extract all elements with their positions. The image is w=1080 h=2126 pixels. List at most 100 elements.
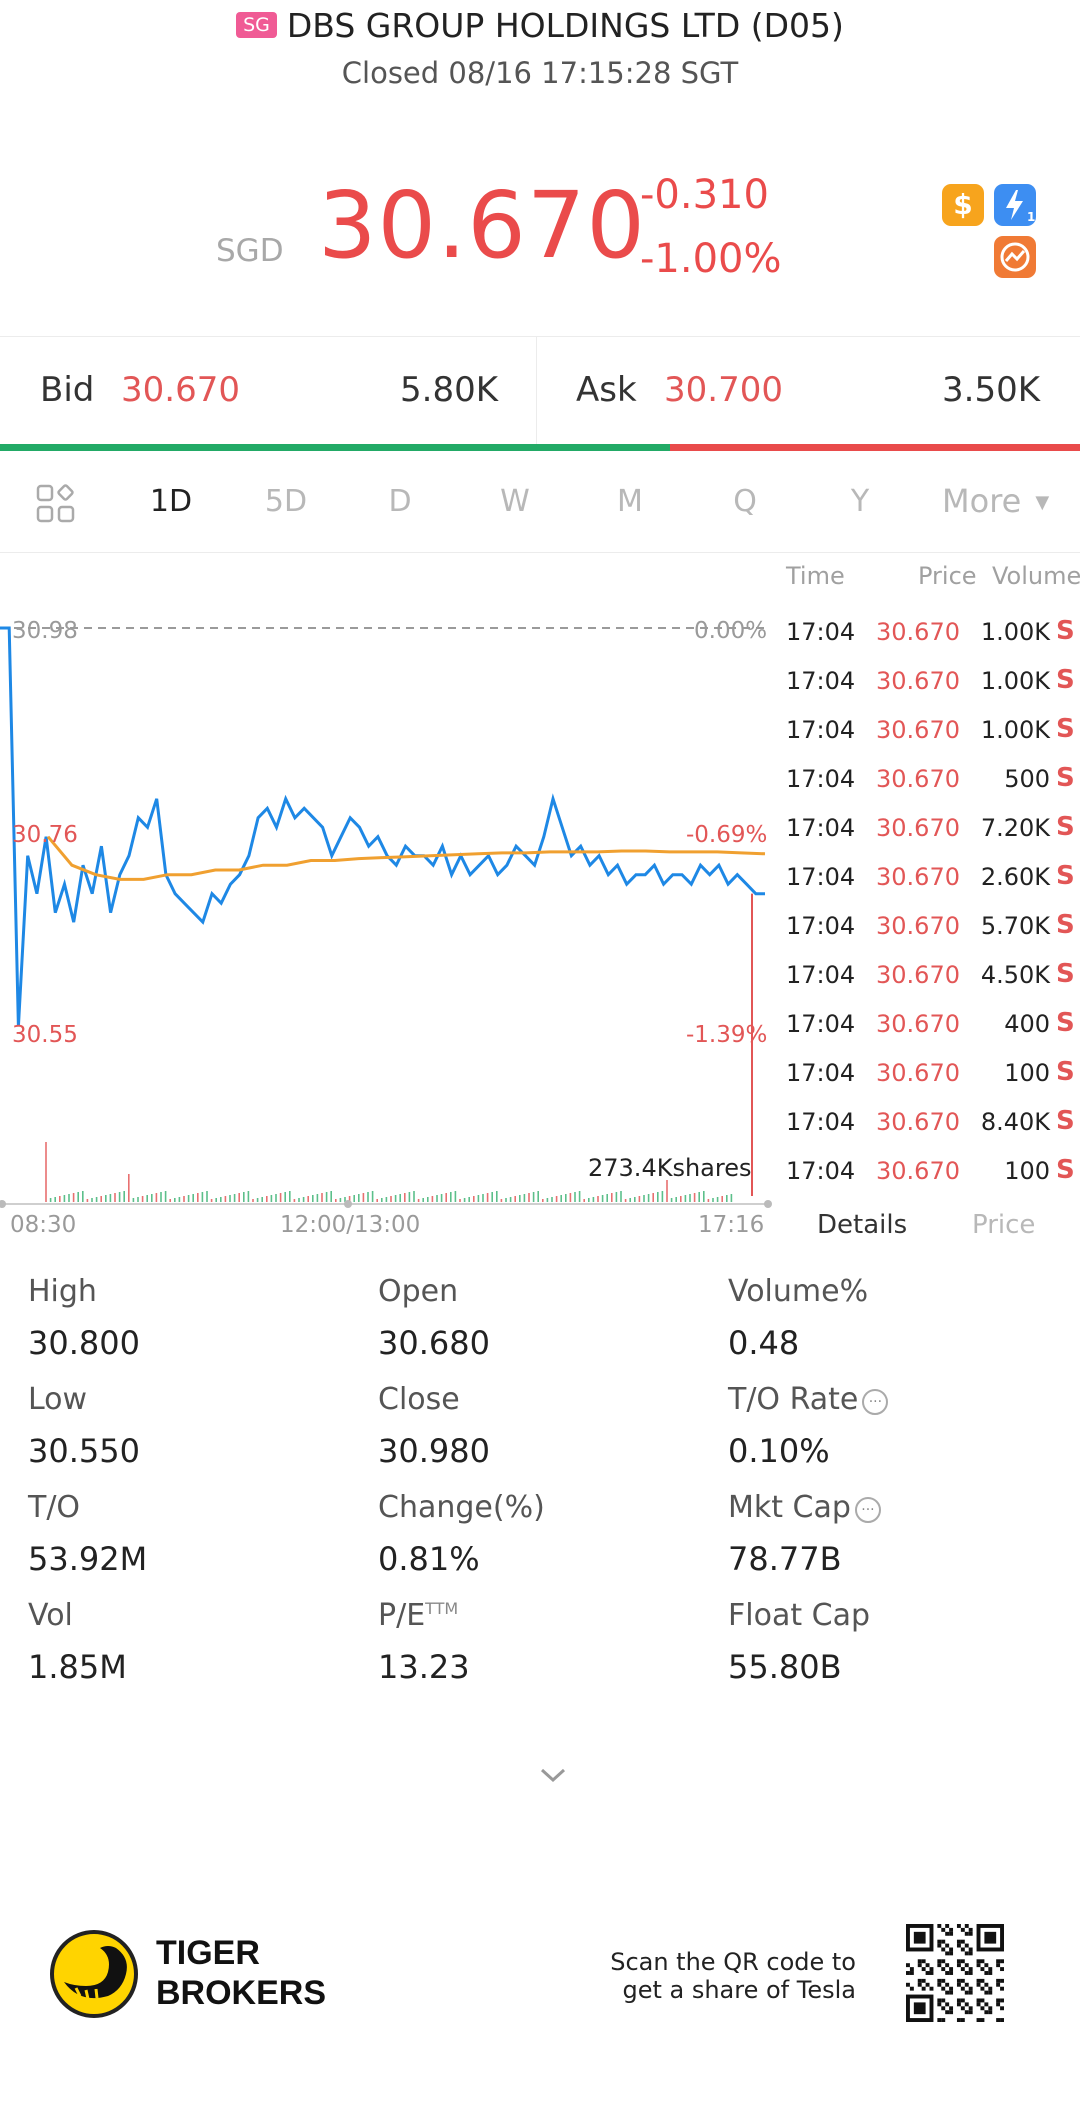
qr-module [988,1990,993,1995]
tab-m[interactable]: M [617,484,643,519]
qr-module [941,1986,946,1991]
qr-module [984,1990,989,1995]
qr-module [956,1959,961,1964]
qr-module [968,2006,973,2011]
tab-q[interactable]: Q [733,484,757,519]
qr-module [906,1971,910,1975]
bid-price: 30.670 [121,370,240,410]
qr-module [1000,1998,1004,2003]
trade-volume: 4.50K [980,961,1050,989]
qr-module [937,2018,942,2022]
stat-vol-label: Vol [28,1598,73,1633]
qr-module [909,1967,914,1972]
more-info-icon[interactable]: ··· [854,1497,881,1523]
trade-time: 17:04 [786,863,856,891]
qr-module [906,1963,910,1968]
lightning-icon[interactable]: 1 [994,184,1036,226]
bid-ratio-fill [0,444,670,451]
qr-module [964,1924,969,1928]
qr-module [968,1971,973,1975]
trade-side-flag: S [1056,714,1075,744]
qr-module [937,1939,942,1944]
qr-module [960,1998,965,2003]
qr-module [988,2006,993,2011]
caret-down-icon: ▼ [1035,492,1050,513]
qr-module [1000,2018,1004,2022]
stat-open-label: Open [378,1274,459,1309]
trend-icon[interactable] [994,236,1036,278]
trade-time: 17:04 [786,1010,856,1038]
low-price-label: 30.55 [12,1022,78,1048]
mid-price-label: 30.76 [12,822,78,848]
qr-finder [984,1931,997,1944]
price-change: -0.310 [640,172,769,218]
tab-price-distribution[interactable]: Price [972,1210,1036,1240]
qr-module [937,1982,942,1987]
trade-side-flag: S [1056,763,1075,793]
qr-module [945,1931,950,1936]
qr-module [906,1982,910,1987]
tab-d[interactable]: D [388,484,412,519]
trade-volume: 7.20K [980,814,1050,842]
chevron-down-icon[interactable] [536,1764,570,1786]
qr-module [941,1939,946,1944]
qr-module [980,1986,985,1991]
qr-module [964,1963,969,1968]
qr-module [945,1951,950,1956]
layout-grid-icon[interactable] [36,484,76,524]
average-price-line [46,835,766,881]
qr-module [929,1971,934,1975]
tab-y[interactable]: Y [850,484,870,519]
x-axis-dot [764,1200,772,1208]
trade-time: 17:04 [786,1108,856,1136]
trade-volume: 500 [1004,765,1050,793]
qr-module [921,1986,926,1991]
qr-module [956,1963,961,1968]
trade-side-flag: S [1056,959,1075,989]
qr-module [949,1986,954,1991]
qr-module [941,1978,946,1983]
qr-module [996,1959,1001,1964]
trade-time: 17:04 [786,1157,856,1185]
qr-module [941,1947,946,1952]
qr-module [1000,1959,1004,1964]
qr-module [937,1978,942,1983]
qr-module [917,1978,922,1983]
qr-module [968,1951,973,1956]
tab-1d[interactable]: 1D [149,484,193,519]
intraday-chart[interactable] [0,590,775,1210]
ask-label: Ask [576,370,637,410]
trade-price: 30.670 [876,863,960,891]
qr-module [949,1971,954,1975]
qr-module [945,2010,950,2015]
qr-module [956,1939,961,1944]
qr-module [945,1924,950,1928]
qr-module [909,1971,914,1975]
qr-module [1000,1967,1004,1972]
qr-module [937,1998,942,2003]
tab-w[interactable]: W [500,484,530,519]
qr-module [921,1978,926,1983]
qr-module [968,1967,973,1972]
trade-volume: 400 [1004,1010,1050,1038]
qr-module [960,2006,965,2011]
trade-volume: 1.00K [980,618,1050,646]
market-badge: SG [236,12,277,38]
qr-module [988,1971,993,1975]
tab-5d[interactable]: 5D [264,484,308,519]
dollar-icon[interactable]: $ [942,184,984,226]
qr-module [929,1967,934,1972]
qr-module [937,2002,942,2007]
qr-module [980,2018,985,2022]
qr-module [984,2002,989,2007]
stat-vol-value: 1.85M [28,1648,127,1686]
stat-pe-label: P/ETTM [378,1598,458,1633]
more-info-icon[interactable]: ··· [862,1389,889,1415]
qr-module [996,2018,1001,2022]
qr-module [941,2018,946,2022]
tab-more[interactable]: More ▼ [942,482,1049,520]
tab-details[interactable]: Details [817,1210,908,1240]
qr-module [956,1924,961,1928]
qr-module [968,1927,973,1932]
qr-module [968,1986,973,1991]
